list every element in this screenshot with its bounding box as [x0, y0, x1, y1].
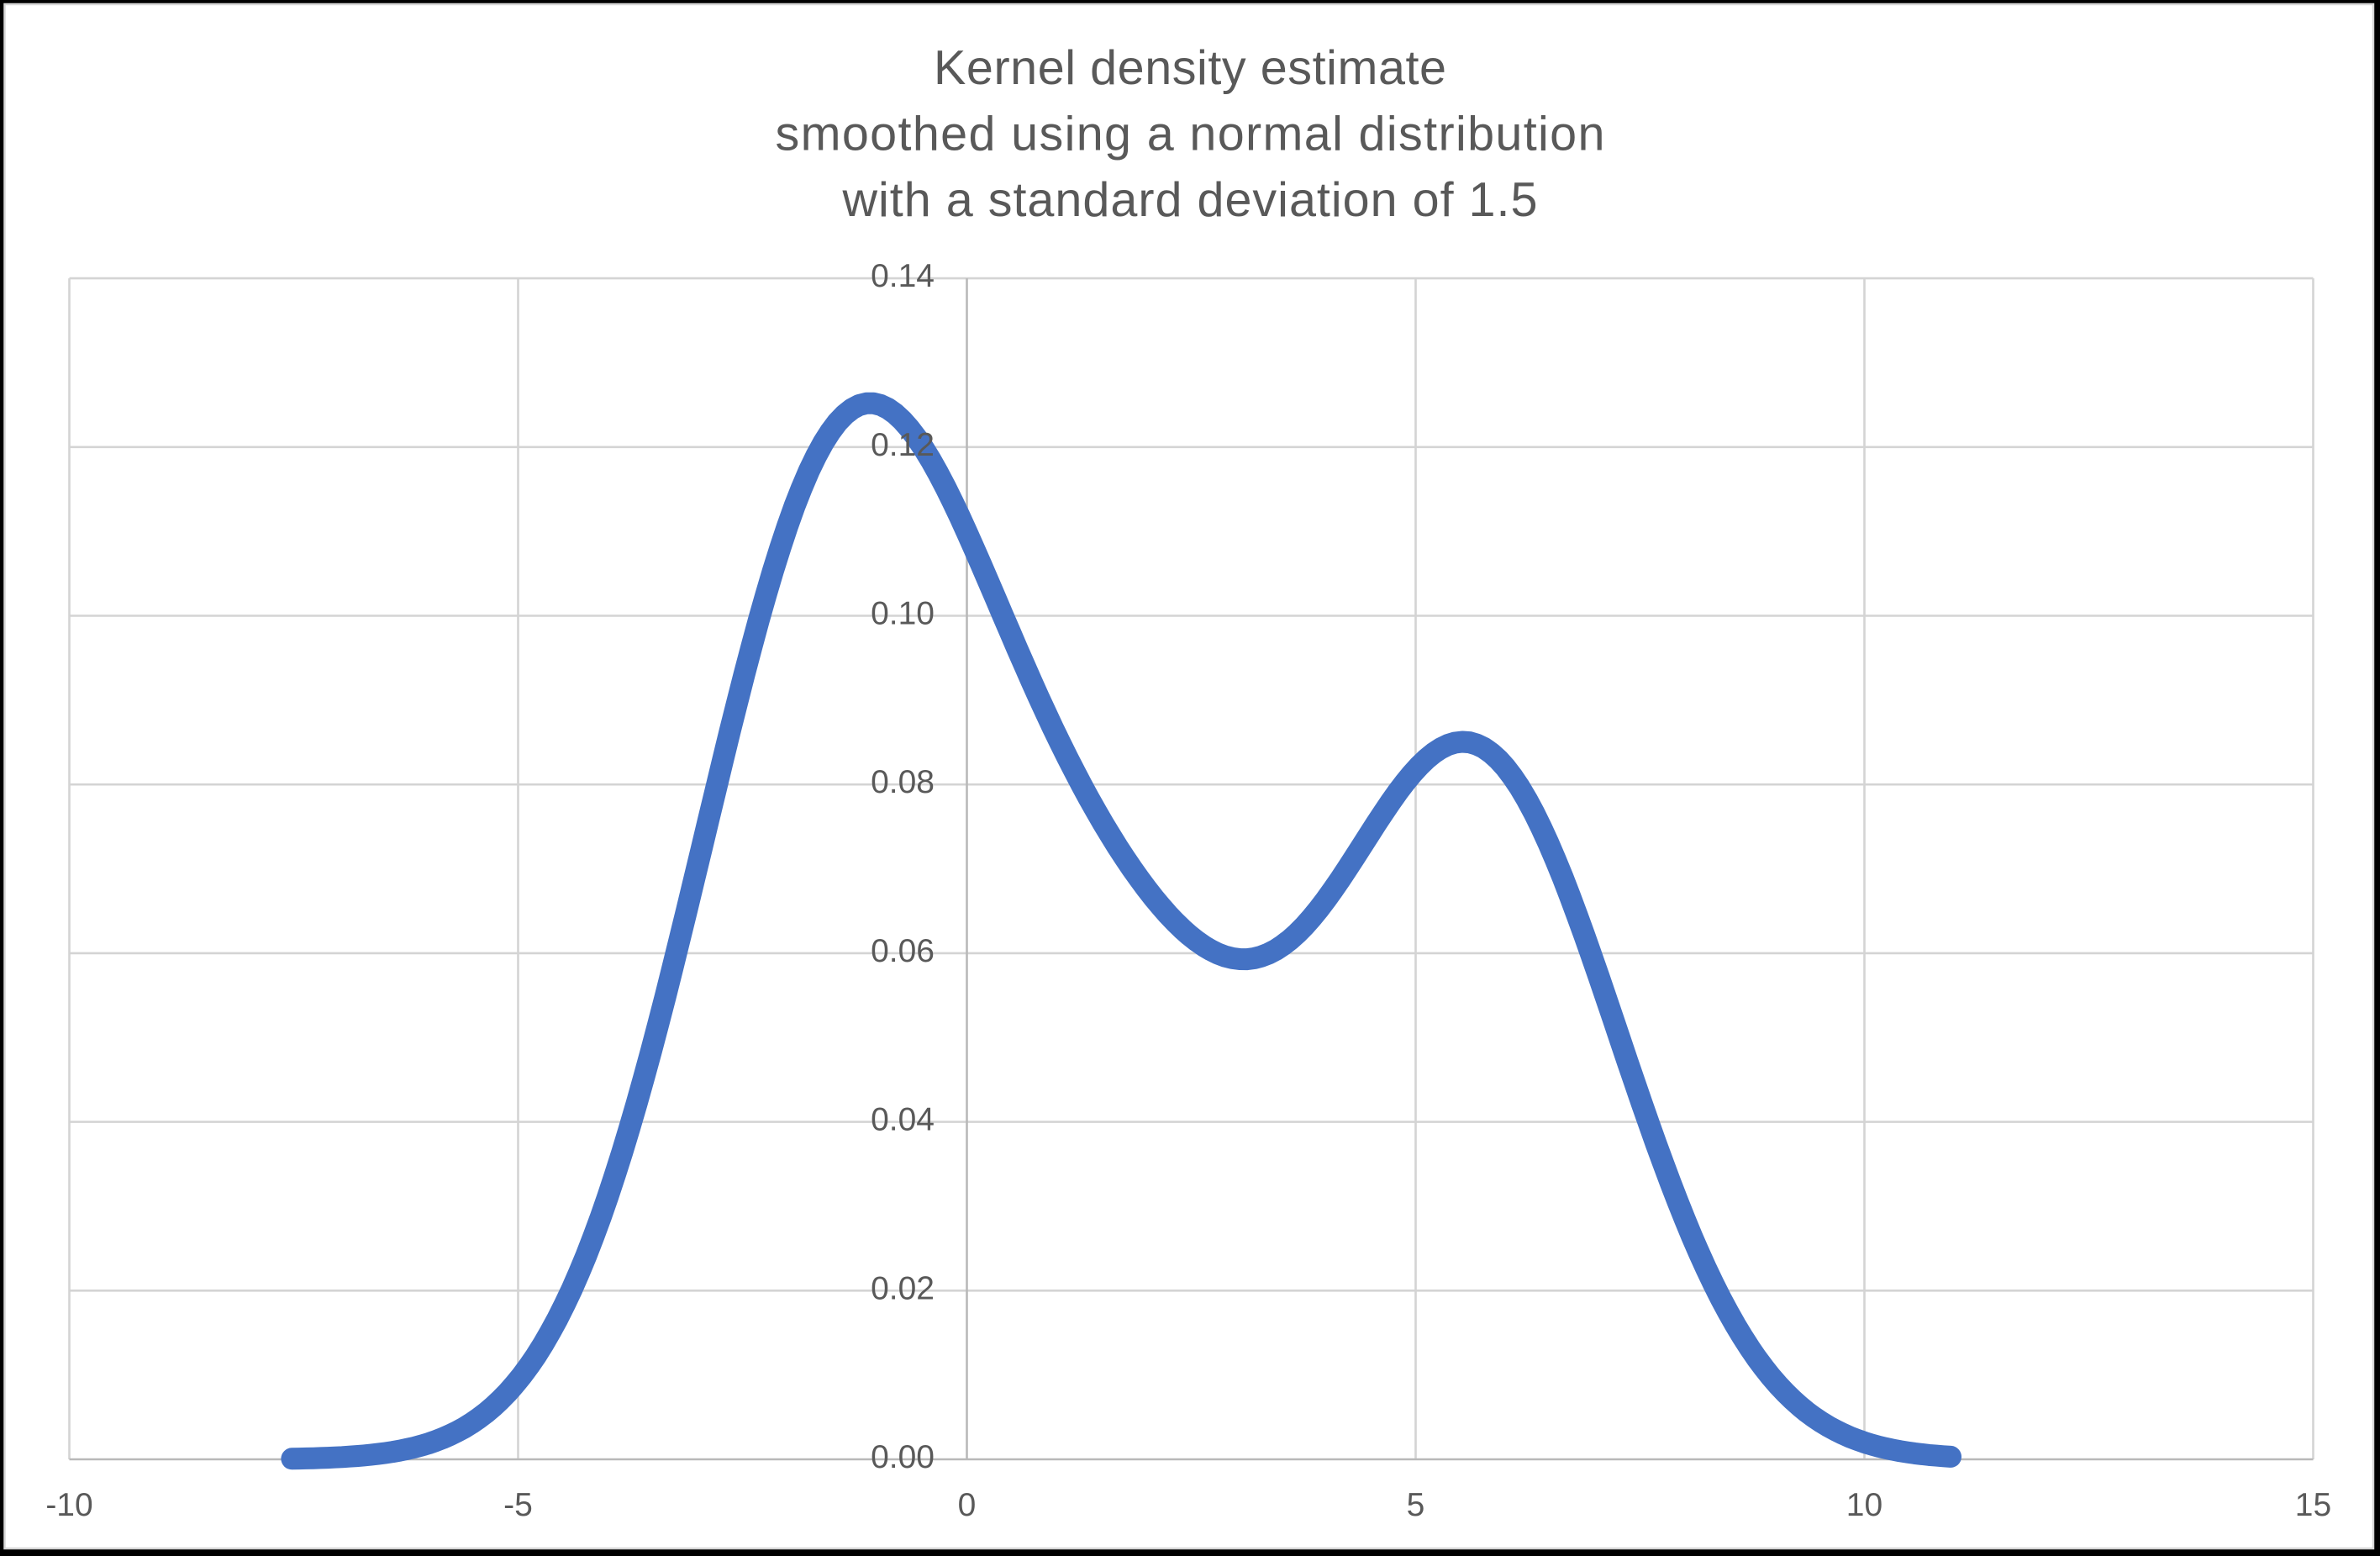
svg-text:0: 0 — [958, 1487, 977, 1523]
svg-text:15: 15 — [2295, 1487, 2331, 1523]
svg-text:0.02: 0.02 — [871, 1270, 935, 1306]
svg-text:0.04: 0.04 — [871, 1102, 935, 1138]
svg-text:0.14: 0.14 — [871, 258, 935, 294]
svg-text:0.10: 0.10 — [871, 596, 935, 632]
svg-text:5: 5 — [1407, 1487, 1425, 1523]
svg-text:0.06: 0.06 — [871, 933, 935, 969]
svg-text:0.12: 0.12 — [871, 427, 935, 463]
svg-text:-10: -10 — [45, 1487, 92, 1523]
svg-text:0.08: 0.08 — [871, 764, 935, 800]
svg-text:with a standard deviation of 1: with a standard deviation of 1.5 — [842, 173, 1538, 227]
svg-text:smoothed using a normal distri: smoothed using a normal distribution — [776, 108, 1605, 161]
svg-text:0.00: 0.00 — [871, 1439, 935, 1475]
svg-text:Kernel density estimate: Kernel density estimate — [934, 41, 1446, 95]
svg-text:-5: -5 — [503, 1487, 533, 1523]
svg-text:10: 10 — [1846, 1487, 1882, 1523]
